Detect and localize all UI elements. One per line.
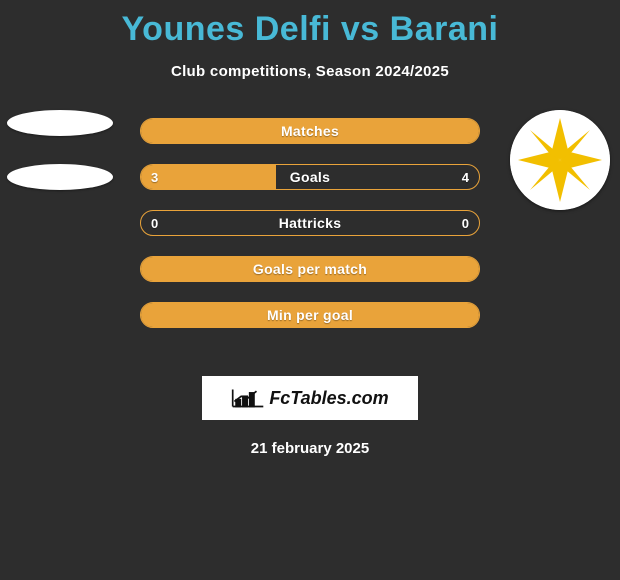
stat-bar-row: Min per goal [140, 302, 480, 328]
page-subtitle: Club competitions, Season 2024/2025 [0, 63, 620, 80]
stat-bar-row: Matches [140, 118, 480, 144]
stat-bar-row: 00Hattricks [140, 210, 480, 236]
brand-attribution: FcTables.com [202, 376, 418, 420]
page-title: Younes Delfi vs Barani [0, 0, 620, 49]
right-player-column [500, 110, 620, 210]
chart-icon [231, 386, 265, 410]
stat-bar-row: Goals per match [140, 256, 480, 282]
comparison-chart: Matches 34Goals 00Hattricks Goals per match… [0, 118, 620, 368]
stat-bar-label: Matches [141, 119, 479, 143]
brand-name: FcTables.com [269, 388, 388, 409]
stat-bars: Matches 34Goals 00Hattricks Goals per match… [140, 118, 480, 348]
stat-bar-label: Hattricks [141, 211, 479, 235]
stat-bar-row: 34Goals [140, 164, 480, 190]
stat-bar-label: Min per goal [141, 303, 479, 327]
player-placeholder-icon [7, 110, 113, 136]
club-badge-icon [510, 110, 610, 210]
left-player-column [0, 110, 120, 190]
report-date: 21 february 2025 [0, 440, 620, 457]
stat-bar-label: Goals per match [141, 257, 479, 281]
player-placeholder-icon [7, 164, 113, 190]
stat-bar-label: Goals [141, 165, 479, 189]
